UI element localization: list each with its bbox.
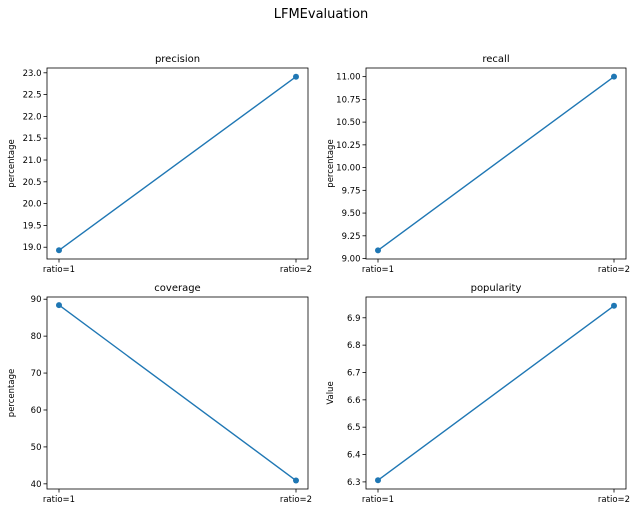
subplot-precision: precision 19.0 19.5 20.0 20.5 21.0 21.5 22.0 22.… bbox=[7, 54, 312, 275]
data-point bbox=[375, 477, 381, 484]
y-tick-label: 20.5 bbox=[23, 178, 42, 188]
y-tick-label: 6.6 bbox=[347, 396, 361, 406]
x-tick-label: ratio=1 bbox=[43, 265, 75, 275]
series-line bbox=[58, 76, 297, 251]
y-tick-label: 23.0 bbox=[23, 69, 42, 79]
y-tick-label: 10.25 bbox=[336, 141, 360, 151]
data-point bbox=[611, 73, 617, 80]
series-line bbox=[377, 305, 615, 481]
y-tick-label: 22.5 bbox=[23, 91, 42, 101]
axes-frame bbox=[365, 296, 627, 490]
subplot-title: recall bbox=[482, 54, 509, 65]
subplot-title: coverage bbox=[154, 283, 200, 294]
y-tick-label: 50 bbox=[31, 443, 42, 453]
y-tick-label: 9.75 bbox=[342, 186, 361, 196]
y-tick-label: 22.0 bbox=[23, 112, 42, 122]
data-point bbox=[611, 302, 617, 309]
y-tick-label: 9.50 bbox=[342, 209, 361, 219]
y-tick-label: 90 bbox=[31, 295, 42, 305]
x-tick-label: ratio=2 bbox=[598, 265, 630, 275]
y-tick-label: 6.4 bbox=[347, 451, 361, 461]
y-axis-label: percentage bbox=[7, 139, 17, 187]
y-tick-label: 21.5 bbox=[23, 134, 42, 144]
subplot-coverage: coverage 40 50 60 70 80 90 percentage ratio=1 rat… bbox=[7, 283, 312, 505]
x-tick-label: ratio=2 bbox=[280, 495, 312, 505]
x-tick-label: ratio=1 bbox=[43, 495, 75, 505]
x-tick-label: ratio=1 bbox=[362, 265, 394, 275]
y-tick-label: 19.5 bbox=[23, 221, 42, 231]
y-tick-label: 6.7 bbox=[347, 368, 361, 378]
y-tick-label: 10.50 bbox=[336, 118, 360, 128]
data-point bbox=[293, 73, 299, 80]
x-tick-label: ratio=2 bbox=[280, 265, 312, 275]
y-tick-label: 40 bbox=[31, 480, 42, 490]
subplot-title: precision bbox=[155, 54, 200, 65]
x-tick-label: ratio=1 bbox=[362, 495, 394, 505]
data-point bbox=[375, 247, 381, 254]
y-tick-label: 6.8 bbox=[347, 341, 361, 351]
subplot-grid: precision 19.0 19.5 20.0 20.5 21.0 21.5 22.0 22.… bbox=[7, 54, 630, 505]
subplot-title: popularity bbox=[471, 283, 522, 294]
y-tick-label: 20.0 bbox=[23, 200, 42, 210]
y-axis-label: Value bbox=[326, 381, 336, 404]
y-tick-label: 6.5 bbox=[347, 423, 361, 433]
y-tick-label: 10.00 bbox=[336, 164, 360, 174]
axes-frame bbox=[46, 296, 309, 490]
axes-frame bbox=[365, 67, 627, 260]
y-tick-label: 60 bbox=[31, 406, 42, 416]
y-tick-label: 6.3 bbox=[347, 478, 361, 488]
y-tick-label: 9.00 bbox=[342, 255, 361, 265]
subplot-popularity: popularity 6.3 6.4 6.5 6.6 6.7 6.8 6.9 Value rati… bbox=[326, 283, 630, 505]
y-tick-label: 10.75 bbox=[336, 95, 360, 105]
series-line bbox=[377, 76, 615, 251]
y-tick-label: 19.0 bbox=[23, 243, 42, 253]
y-tick-label: 6.9 bbox=[347, 314, 361, 324]
data-point bbox=[293, 477, 299, 484]
x-tick-label: ratio=2 bbox=[598, 495, 630, 505]
y-tick-label: 9.25 bbox=[342, 232, 361, 242]
figure-title: LFMEvaluation bbox=[274, 7, 369, 22]
axes-frame bbox=[46, 67, 309, 260]
data-point bbox=[56, 302, 62, 309]
series-line bbox=[58, 304, 297, 482]
y-tick-label: 70 bbox=[31, 369, 42, 379]
y-axis-label: percentage bbox=[7, 369, 17, 417]
data-point bbox=[56, 247, 62, 254]
subplot-recall: recall 9.00 9.25 9.50 9.75 10.00 10.25 10.50 10.… bbox=[326, 54, 630, 275]
y-axis-label: percentage bbox=[326, 139, 336, 187]
y-tick-label: 80 bbox=[31, 332, 42, 342]
y-tick-label: 21.0 bbox=[23, 156, 42, 166]
y-tick-label: 11.00 bbox=[336, 73, 360, 83]
